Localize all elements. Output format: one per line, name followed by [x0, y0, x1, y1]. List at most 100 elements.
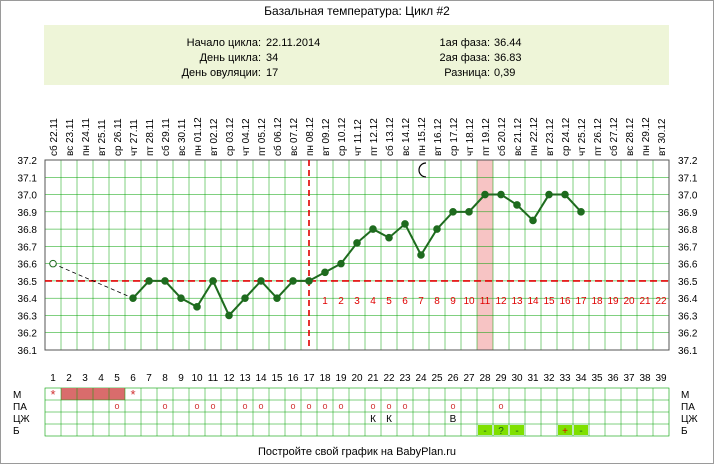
- day-number: 26: [447, 373, 459, 384]
- date-label: чт 27.11: [129, 119, 140, 156]
- date-label: вт 02.12: [209, 118, 220, 156]
- day-number: 21: [367, 373, 379, 384]
- date-label: вс 23.11: [65, 118, 76, 156]
- data-point: [177, 294, 185, 302]
- date-label: пт 05.12: [257, 118, 268, 156]
- test-mark: ?: [498, 426, 504, 437]
- phase-day-number: 11: [480, 296, 491, 307]
- y-tick-label: 37.0: [678, 191, 698, 202]
- phase-day-number: 10: [463, 296, 475, 307]
- row-label: М: [681, 390, 689, 401]
- test-mark: -: [515, 426, 518, 437]
- data-point: [321, 268, 329, 277]
- row-label: Б: [681, 426, 688, 437]
- phase-day-number: 21: [639, 296, 651, 307]
- info-value: 17: [266, 67, 278, 79]
- mucus-mark: К: [386, 414, 392, 425]
- info-label: 2ая фаза:: [439, 52, 490, 64]
- phase-day-number: 5: [386, 296, 392, 307]
- phase-day-number: 19: [607, 296, 619, 307]
- pa-mark: o: [114, 401, 119, 411]
- phase-day-number: 9: [450, 296, 456, 307]
- day-number: 24: [415, 373, 427, 384]
- y-tick-label: 36.9: [18, 208, 38, 219]
- phase-day-number: 7: [418, 296, 424, 307]
- phase-day-number: 17: [575, 296, 587, 307]
- date-label: вс 21.12: [513, 118, 524, 156]
- y-tick-label: 36.7: [18, 242, 38, 253]
- day-number: 28: [479, 373, 491, 384]
- data-point: [353, 239, 361, 247]
- date-label: вс 30.11: [177, 118, 188, 156]
- series-gap-connector: [52, 263, 134, 299]
- test-cell: [478, 425, 492, 435]
- date-label: пн 01.12: [193, 117, 204, 156]
- pa-mark: o: [242, 401, 247, 411]
- y-tick-label: 36.5: [18, 277, 38, 288]
- plot-frame: [44, 159, 670, 351]
- test-cell: [494, 425, 508, 435]
- phase-day-number: 13: [511, 296, 523, 307]
- date-label: пн 29.12: [641, 117, 652, 156]
- day-number: 3: [82, 373, 88, 384]
- date-label: сб 13.12: [384, 117, 396, 156]
- pa-mark: o: [210, 401, 215, 411]
- test-cell: [574, 425, 588, 435]
- data-point: [369, 225, 377, 233]
- day-number: 38: [639, 373, 651, 384]
- day-number: 17: [303, 373, 315, 384]
- day-number: 15: [271, 373, 283, 384]
- data-point: [209, 277, 217, 285]
- day-number: 14: [255, 373, 267, 384]
- day-number: 22: [383, 373, 395, 384]
- row-label: ЦЖ: [681, 414, 698, 425]
- pa-mark: o: [290, 401, 295, 411]
- y-tick-label: 36.8: [18, 225, 38, 236]
- data-point: [497, 190, 505, 199]
- data-point: [465, 208, 473, 216]
- data-point: [433, 225, 441, 233]
- day-number: 4: [98, 373, 104, 384]
- date-label: пн 24.11: [81, 118, 92, 156]
- date-label: сб 29.11: [160, 118, 172, 156]
- info-left: Начало цикла: 22.11.2014 День цикла: 34 День…: [182, 37, 321, 79]
- day-number: 5: [114, 373, 120, 384]
- row-label: Б: [13, 426, 20, 437]
- day-number: 8: [162, 373, 168, 384]
- day-number: 27: [463, 373, 475, 384]
- y-tick-label: 37.0: [18, 191, 38, 202]
- info-value: 22.11.2014: [266, 37, 320, 49]
- phase-day-number: 8: [434, 296, 440, 307]
- date-label: чт 11.12: [353, 119, 364, 156]
- data-point: [401, 220, 409, 228]
- mucus-mark: К: [370, 414, 376, 425]
- date-label: сб 20.12: [496, 117, 508, 156]
- phase-day-number: 14: [527, 296, 539, 307]
- data-point: [417, 251, 425, 259]
- mucus-mark: В: [450, 414, 457, 425]
- data-point: [273, 294, 281, 302]
- date-label: вс 07.12: [289, 118, 300, 156]
- day-number: 6: [130, 373, 136, 384]
- y-tick-label: 36.9: [678, 208, 698, 219]
- info-value: 36.44: [494, 37, 522, 49]
- pa-mark: o: [370, 401, 375, 411]
- y-tick-label: 37.2: [18, 156, 38, 167]
- data-point: [145, 277, 153, 285]
- data-point: [241, 294, 249, 302]
- y-tick-label: 36.5: [678, 277, 698, 288]
- date-label: сб 06.12: [272, 117, 284, 156]
- day-number: 7: [146, 373, 152, 384]
- data-point: [561, 190, 569, 199]
- y-tick-label: 36.1: [678, 346, 698, 357]
- y-tick-label: 36.6: [18, 260, 38, 271]
- phase-day-number: 16: [559, 296, 571, 307]
- date-label: вс 28.12: [625, 118, 636, 156]
- test-cell: [510, 425, 524, 435]
- period-star-icon: *: [130, 387, 135, 402]
- plot-area: 37.2 37.2 37.1 37.1 37.0 37.0 36.9 36.9 36.8 36.8…: [18, 156, 698, 384]
- y-tick-label: 36.3: [678, 311, 698, 322]
- date-label: чт 04.12: [241, 118, 252, 156]
